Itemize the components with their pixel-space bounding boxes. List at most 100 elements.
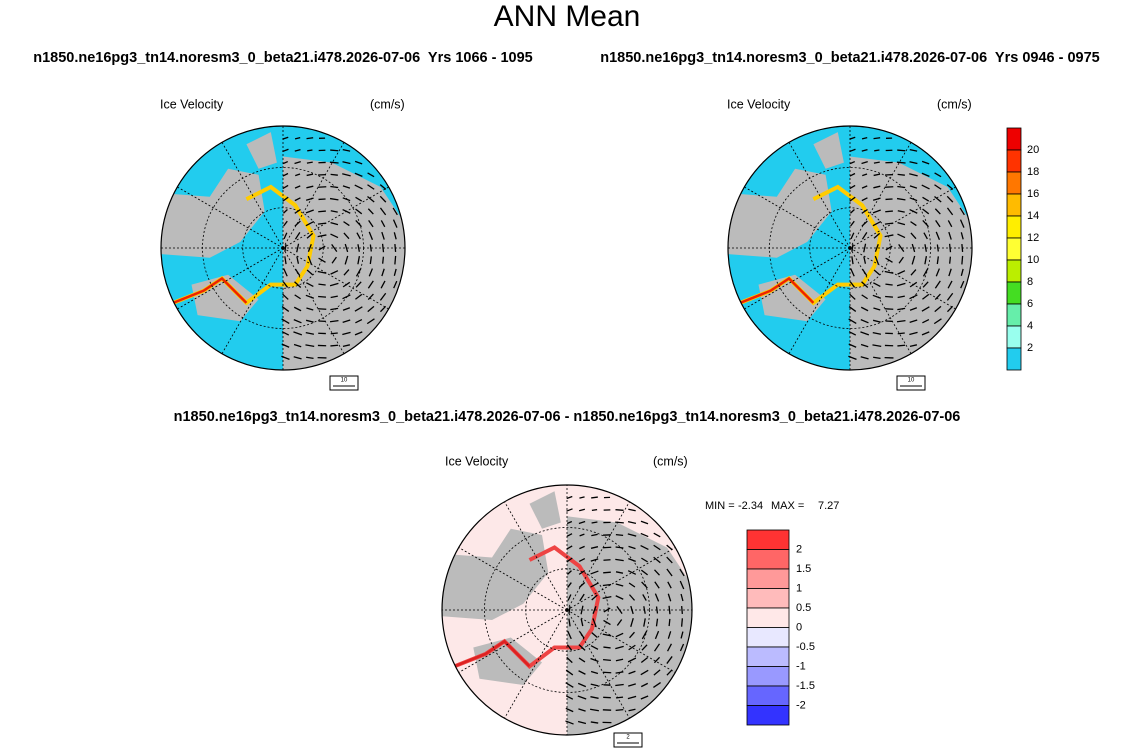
colorbar-box <box>746 627 790 648</box>
vector <box>294 149 301 152</box>
units-label: (cm/s) <box>370 97 405 111</box>
ice-edge-core <box>454 639 531 668</box>
vector <box>305 331 315 335</box>
subtitle: n1850.ne16pg3_tn14.noresm3_0_beta21.i478… <box>174 409 961 425</box>
vector <box>884 270 894 274</box>
vector <box>579 533 585 537</box>
vector <box>566 508 573 512</box>
vector <box>578 657 586 663</box>
vector <box>565 669 574 676</box>
vector <box>590 645 599 650</box>
max-value: 7.27 <box>818 500 839 512</box>
vector <box>330 233 339 239</box>
vector <box>935 231 941 240</box>
vector <box>628 683 636 687</box>
vector <box>305 344 315 347</box>
vector <box>946 184 954 190</box>
vector <box>295 173 301 177</box>
vector <box>354 331 363 336</box>
vector <box>293 356 302 360</box>
vector <box>873 356 881 360</box>
colorbar-box <box>1006 149 1022 173</box>
vector <box>861 220 868 227</box>
vector <box>679 580 685 590</box>
vector <box>355 208 363 215</box>
vector <box>654 569 660 576</box>
vector <box>578 644 586 651</box>
vector <box>282 281 289 288</box>
vector <box>591 496 598 499</box>
vector <box>281 343 290 348</box>
vector <box>590 570 599 575</box>
vector <box>566 557 573 563</box>
vector <box>873 173 881 177</box>
vector <box>354 306 363 312</box>
vector <box>282 196 289 202</box>
vector <box>367 184 375 190</box>
vector <box>379 292 387 301</box>
vector <box>615 546 624 549</box>
vector <box>329 320 339 323</box>
vector <box>910 269 917 276</box>
vector <box>949 256 952 264</box>
vector <box>922 281 929 288</box>
vector <box>355 319 363 324</box>
vector <box>602 583 612 587</box>
vector <box>946 305 954 313</box>
polar-map <box>442 485 692 735</box>
vector <box>872 344 882 347</box>
vector <box>872 220 882 227</box>
colorbar-box <box>1006 347 1022 371</box>
vector <box>306 185 314 189</box>
longitude-line <box>177 186 284 249</box>
vector <box>355 281 362 288</box>
vector <box>680 631 684 639</box>
vector <box>872 319 881 323</box>
vector <box>947 220 953 228</box>
vector <box>936 244 939 252</box>
vector <box>306 307 314 311</box>
vector <box>911 243 916 253</box>
vector <box>356 232 361 240</box>
vector <box>591 521 598 524</box>
vector <box>615 583 624 587</box>
vector <box>318 245 326 251</box>
vector <box>653 643 661 652</box>
vector <box>379 195 387 203</box>
vector <box>860 356 869 360</box>
vector <box>921 306 930 312</box>
vector <box>615 533 624 537</box>
ice-edge-core <box>172 276 248 305</box>
vector <box>615 708 624 712</box>
vector <box>393 232 397 240</box>
vector <box>897 332 905 335</box>
vector <box>861 197 868 202</box>
longitude-line <box>566 501 630 611</box>
vector <box>565 720 574 725</box>
vector <box>615 658 624 662</box>
vector <box>655 606 659 614</box>
reference-vector-label: 10 <box>341 378 348 384</box>
vector <box>566 545 573 550</box>
vector <box>959 219 965 228</box>
vector <box>578 520 586 525</box>
longitude-line <box>566 609 630 719</box>
colorbar-label: 4 <box>1027 320 1033 332</box>
title: ANN Mean <box>494 0 641 33</box>
vector <box>590 558 599 562</box>
vector <box>860 331 870 336</box>
longitude-line <box>458 609 568 673</box>
vector <box>667 581 672 589</box>
vector <box>884 234 894 238</box>
colorbar-label: -1.5 <box>796 680 815 692</box>
vector <box>936 256 939 265</box>
vector <box>367 208 374 215</box>
vector <box>305 197 314 201</box>
vector <box>640 657 649 663</box>
vector <box>872 331 882 335</box>
field-label: Ice Velocity <box>727 97 791 111</box>
vector <box>897 221 906 226</box>
vector <box>283 268 288 277</box>
vector <box>283 232 288 240</box>
vector <box>317 234 327 238</box>
